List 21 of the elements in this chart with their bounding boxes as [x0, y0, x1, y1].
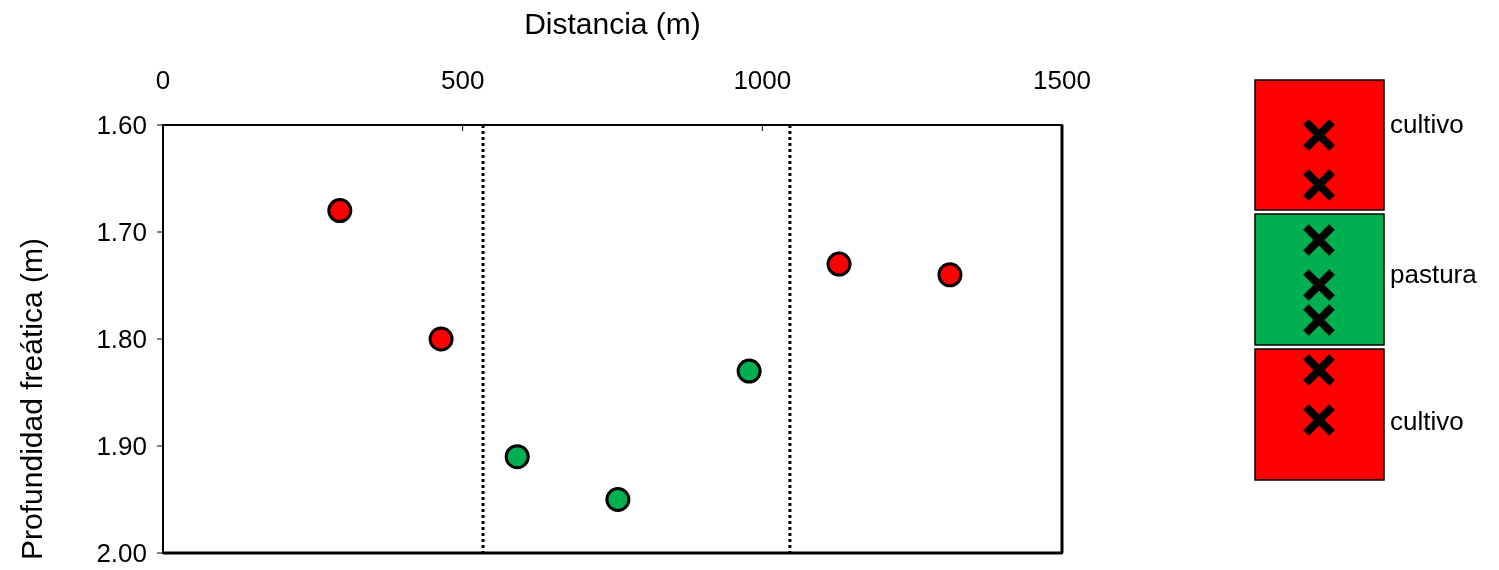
text: cultivo	[1390, 406, 1464, 436]
y-tick-label: 1.70	[96, 217, 147, 247]
x-axis-title: Distancia (m)	[524, 7, 701, 40]
point	[937, 262, 963, 288]
point	[736, 358, 762, 384]
point	[428, 326, 454, 352]
point	[327, 198, 353, 224]
x-tick-label: 0	[155, 65, 171, 95]
x-tick-label: 500	[440, 65, 485, 95]
point	[826, 251, 852, 277]
y-tick-label: 1.90	[96, 431, 147, 461]
y-tick-label: 1.80	[96, 324, 147, 354]
x-tick-label: 1500	[1033, 65, 1091, 95]
x-tick-label: 1000	[733, 65, 792, 95]
y-tick-label: 2.00	[96, 538, 147, 568]
text: pastura	[1390, 259, 1478, 289]
y-tick-label: 1.60	[96, 110, 147, 140]
point	[605, 487, 631, 512]
text: cultivo	[1390, 109, 1464, 139]
point	[504, 444, 530, 470]
y-axis-title: Profundidad freática (m)	[15, 238, 48, 560]
